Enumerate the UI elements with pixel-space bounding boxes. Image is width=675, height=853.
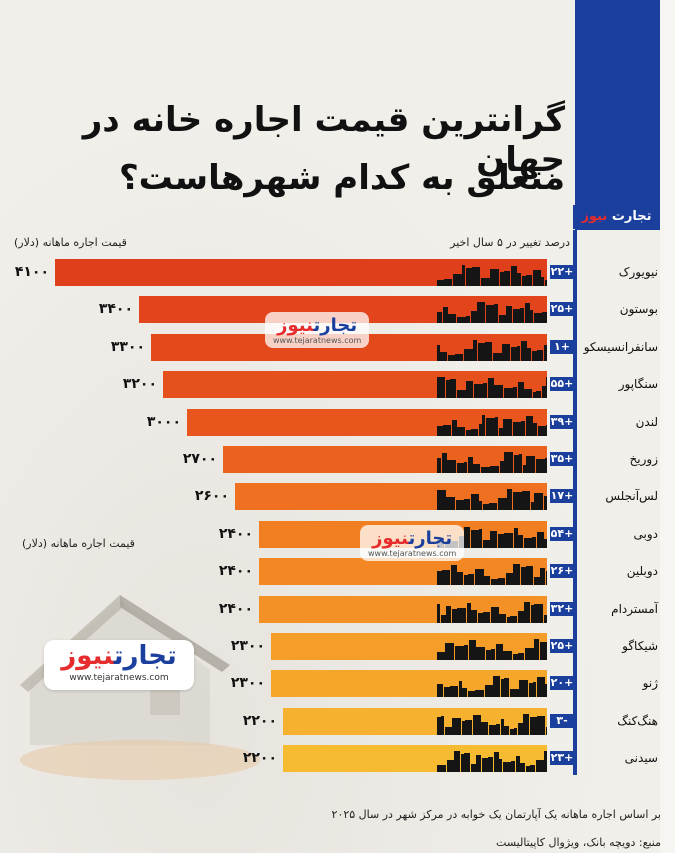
- city-label: زوریخ: [629, 452, 658, 466]
- change-percent-label: +۲۶: [550, 564, 574, 579]
- watermark-1-url: www.tejaratnews.com: [273, 336, 362, 345]
- change-percent-label: +۳۲: [550, 601, 574, 616]
- city-skyline-icon: [437, 339, 547, 361]
- city-label: بوستون: [619, 302, 658, 317]
- change-column-header: درصد تغییر در ۵ سال اخیر: [450, 236, 570, 249]
- bar-value-label: ۲۷۰۰: [182, 451, 217, 467]
- city-skyline-icon: [437, 452, 547, 473]
- footnote-basis: بر اساس اجاره ماهانه یک آپارتمان یک خواب…: [331, 808, 661, 821]
- city-label: شیکاگو: [622, 639, 658, 653]
- change-percent-label: +۲۵: [550, 302, 574, 317]
- chart-title-line-2: متعلق به کدام شهرهاست؟: [118, 158, 565, 198]
- bar-value-label: ۴۱۰۰: [14, 264, 49, 280]
- bar-value-label: ۲۲۰۰: [242, 750, 277, 767]
- change-percent-label: +۲۰: [550, 676, 574, 691]
- city-skyline-icon: [437, 302, 547, 324]
- bar-value-label: ۲۴۰۰: [218, 600, 253, 617]
- bar: [163, 371, 547, 399]
- city-skyline-icon: [437, 601, 547, 623]
- bar: [55, 259, 547, 286]
- city-skyline-icon: [437, 564, 547, 586]
- bar-value-label: ۲۳۰۰: [230, 638, 265, 654]
- bar-value-label: ۲۴۰۰: [218, 563, 253, 580]
- footnote-source: منبع: دویچه بانک، ویژوال کاپیتالیست: [496, 836, 661, 849]
- city-skyline-icon: [437, 676, 547, 698]
- city-label: لس‌آنجلس: [605, 489, 658, 504]
- city-label: سنگاپور: [618, 377, 658, 392]
- bar: [259, 558, 547, 586]
- change-percent-label: +۲۲: [550, 265, 574, 279]
- city-skyline-icon: [437, 751, 547, 773]
- city-label: سانفرانسیسکو: [583, 339, 658, 354]
- city-label: نیویورک: [618, 265, 658, 279]
- logo-url: www.tejaratnews.com: [69, 673, 169, 683]
- brand-name-a: تجارت: [611, 209, 652, 224]
- watermark-1: تجارتنیوز www.tejaratnews.com: [265, 312, 370, 348]
- logo-brand-a: تجارت: [113, 641, 177, 671]
- bar: [187, 408, 547, 436]
- city-label: دوبی: [633, 526, 658, 541]
- city-label: سیدنی: [624, 751, 658, 766]
- bar-value-label: ۳۳۰۰: [110, 338, 145, 355]
- bar: [283, 707, 547, 735]
- bar-value-label: ۲۴۰۰: [218, 525, 253, 542]
- bar-value-label: ۲۲۰۰: [242, 712, 277, 729]
- bar: [259, 595, 547, 623]
- change-percent-label: +۳۹: [550, 414, 574, 429]
- brand-name-b: نیوز: [581, 209, 608, 224]
- rent-axis-header-secondary: قیمت اجاره ماهانه (دلار): [22, 537, 135, 550]
- city-skyline-icon: [437, 639, 547, 660]
- watermark-2-brand-b: نیوز: [372, 528, 409, 549]
- logo-brand-b: نیوز: [61, 641, 114, 671]
- bar-value-label: ۳۴۰۰: [98, 301, 133, 318]
- bar-value-label: ۳۲۰۰: [122, 376, 157, 393]
- city-label: دوبلین: [626, 564, 658, 579]
- title-accent-strip: [575, 0, 660, 230]
- bar: [271, 633, 547, 660]
- change-percent-label: +۲۳: [550, 751, 574, 766]
- change-percent-label: -۳: [550, 713, 574, 728]
- city-label: ژنو: [642, 676, 658, 691]
- change-percent-label: +۵۴: [550, 526, 574, 541]
- brand-badge: تجارت نیوز: [573, 205, 660, 229]
- watermark-2-url: www.tejaratnews.com: [368, 549, 457, 558]
- city-skyline-icon: [437, 713, 547, 735]
- watermark-2-brand-a: تجارت: [408, 528, 453, 549]
- watermark-1-brand-a: تجارت: [313, 315, 358, 336]
- brand-logo-box: تجارتنیوز www.tejaratnews.com: [44, 640, 194, 690]
- bar: [235, 483, 547, 511]
- change-percent-label: +۱۷: [550, 489, 574, 504]
- change-percent-label: +۱: [550, 339, 574, 354]
- bar: [271, 670, 547, 698]
- chart-title-line-1: گرانترین قیمت اجاره خانه در جهان: [82, 100, 565, 180]
- city-skyline-icon: [437, 265, 547, 286]
- watermark-2: تجارتنیوز www.tejaratnews.com: [360, 525, 465, 561]
- watermark-1-brand-b: نیوز: [277, 315, 314, 336]
- bar: [283, 745, 547, 773]
- city-label: هنگ‌کنگ: [617, 713, 658, 728]
- axis-accent-line: [573, 230, 577, 775]
- bar-value-label: ۳۰۰۰: [146, 413, 181, 430]
- right-margin: [660, 0, 675, 853]
- bar-value-label: ۲۶۰۰: [194, 488, 229, 505]
- city-skyline-icon: [437, 489, 547, 511]
- bar-value-label: ۲۳۰۰: [230, 675, 265, 692]
- change-percent-label: +۵۵: [550, 377, 574, 392]
- rent-axis-header: قیمت اجاره ماهانه (دلار): [14, 236, 127, 249]
- city-label: آمستردام: [611, 601, 658, 616]
- change-percent-label: +۲۵: [550, 639, 574, 653]
- city-skyline-icon: [437, 377, 547, 399]
- city-skyline-icon: [437, 414, 547, 436]
- change-percent-label: +۳۵: [550, 452, 574, 466]
- city-label: لندن: [635, 414, 658, 429]
- bar: [223, 446, 547, 473]
